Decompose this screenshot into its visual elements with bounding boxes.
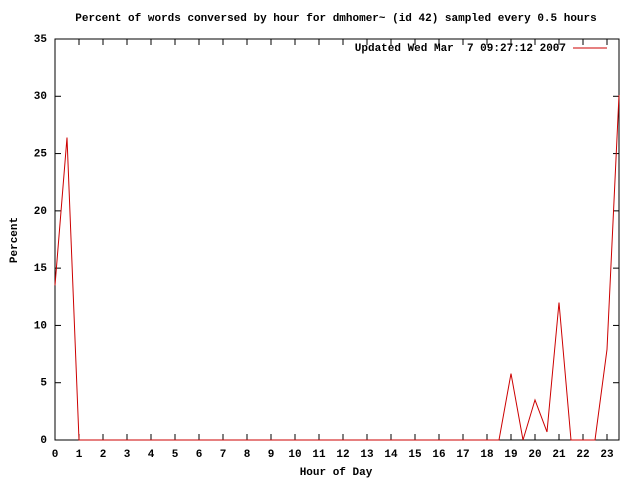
- y-tick-label: 25: [34, 148, 48, 160]
- y-tick-label: 0: [40, 435, 47, 447]
- x-tick-label: 12: [336, 449, 349, 461]
- y-tick-label: 35: [34, 34, 48, 46]
- x-tick-label: 1: [76, 449, 83, 461]
- x-tick-label: 19: [504, 449, 517, 461]
- x-tick-label: 10: [288, 449, 301, 461]
- x-tick-label: 18: [480, 449, 494, 461]
- x-tick-label: 8: [244, 449, 251, 461]
- y-tick-label: 10: [34, 320, 47, 332]
- y-axis-label: Percent: [9, 217, 21, 263]
- y-tick-label: 30: [34, 91, 47, 103]
- chart-title: Percent of words conversed by hour for d…: [75, 13, 597, 25]
- x-tick-label: 6: [196, 449, 203, 461]
- x-tick-label: 16: [432, 449, 445, 461]
- legend-label: Updated Wed Mar 7 09:27:12 2007: [355, 43, 566, 55]
- x-tick-label: 3: [124, 449, 131, 461]
- data-line: [54, 95, 620, 441]
- x-tick-label: 21: [552, 449, 566, 461]
- x-tick-label: 11: [312, 449, 326, 461]
- x-tick-label: 0: [52, 449, 59, 461]
- x-tick-label: 23: [600, 449, 614, 461]
- x-tick-label: 15: [408, 449, 422, 461]
- x-tick-label: 5: [172, 449, 179, 461]
- x-tick-label: 4: [148, 449, 155, 461]
- y-tick-label: 5: [40, 378, 47, 390]
- x-tick-label: 13: [360, 449, 374, 461]
- x-tick-label: 14: [384, 449, 398, 461]
- x-axis-label: Hour of Day: [300, 467, 373, 479]
- y-tick-label: 20: [34, 206, 47, 218]
- y-tick-label: 15: [34, 263, 48, 275]
- x-tick-label: 22: [576, 449, 589, 461]
- x-tick-label: 2: [100, 449, 107, 461]
- x-tick-label: 7: [220, 449, 227, 461]
- x-tick-label: 9: [268, 449, 275, 461]
- x-tick-label: 17: [456, 449, 469, 461]
- x-tick-label: 20: [528, 449, 541, 461]
- plot-frame: [54, 38, 620, 441]
